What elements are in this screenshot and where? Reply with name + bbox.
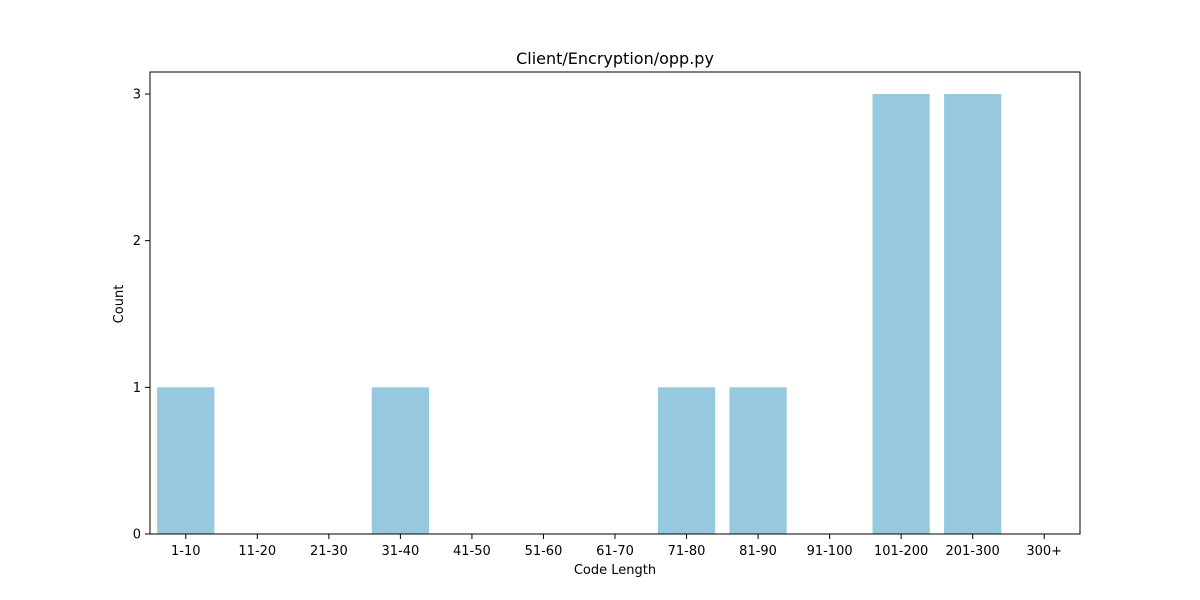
x-tick-label: 81-90 xyxy=(739,544,777,559)
y-axis-ticks: 0 1 2 3 xyxy=(133,88,150,543)
x-tick-label: 101-200 xyxy=(874,544,928,559)
x-tick-label: 300+ xyxy=(1026,544,1062,559)
y-tick-label: 0 xyxy=(133,528,141,543)
x-axis-ticks: 1-10 11-20 21-30 31-40 41-50 51-60 61-70 71-80 8… xyxy=(171,534,1062,559)
bar-201-300 xyxy=(944,94,1002,534)
bar-101-200 xyxy=(872,94,930,534)
chart-title: Client/Encryption/opp.py xyxy=(516,49,714,68)
x-tick-label: 61-70 xyxy=(596,544,634,559)
x-tick-label: 1-10 xyxy=(171,544,201,559)
y-axis-label: Count xyxy=(112,285,127,324)
x-tick-label: 71-80 xyxy=(668,544,706,559)
plot-area-frame xyxy=(149,71,1081,535)
x-tick-label: 201-300 xyxy=(946,544,1000,559)
x-tick-label: 51-60 xyxy=(525,544,563,559)
x-axis-label: Code Length xyxy=(574,563,656,578)
y-tick-label: 1 xyxy=(133,381,141,396)
bar-71-80 xyxy=(657,387,716,534)
bar-1-10 xyxy=(157,387,215,534)
y-tick-label: 3 xyxy=(133,88,141,103)
x-tick-label: 21-30 xyxy=(310,544,348,559)
bar-31-40 xyxy=(371,387,429,534)
bar-81-90 xyxy=(729,387,787,534)
y-tick-label: 2 xyxy=(133,234,141,249)
bars-group xyxy=(157,94,1002,534)
x-tick-label: 11-20 xyxy=(238,544,276,559)
x-tick-label: 41-50 xyxy=(453,544,491,559)
x-tick-label: 31-40 xyxy=(381,544,419,559)
x-tick-label: 91-100 xyxy=(807,544,853,559)
